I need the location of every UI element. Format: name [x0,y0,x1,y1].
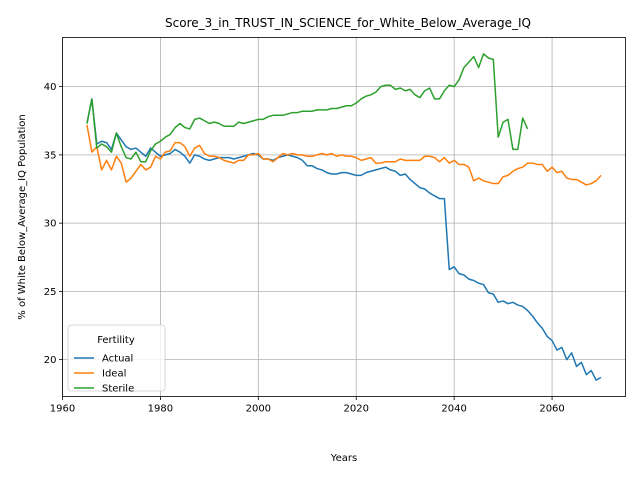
x-tick-label: 1960 [50,404,75,415]
y-axis-label: % of White Below_Average_IQ Population [17,114,28,319]
legend-label-sterile: Sterile [102,384,134,395]
plot-frame [62,37,626,397]
x-tick-label: 2000 [246,404,271,415]
x-tick-label: 2020 [344,404,369,415]
legend-title: Fertility [97,335,135,346]
ticks-layer: 1960 1980 2000 2020 2040 2060 20 25 30 35 40 [44,82,565,414]
series-line-actual [86,98,602,381]
legend-box [67,324,166,392]
x-axis-label: Years [330,453,357,464]
chart-title: Score_3_in_TRUST_IN_SCIENCE_for_White_Be… [165,16,531,30]
x-tick-label: 1980 [148,404,173,415]
legend: Fertility Actual Ideal Sterile [67,324,166,395]
legend-label-actual: Actual [102,354,133,365]
x-tick-label: 2060 [539,404,564,415]
y-tick-label: 30 [44,219,57,230]
series-line-sterile [86,53,529,163]
y-tick-label: 40 [44,82,57,93]
series-layer [86,53,602,381]
series-line-ideal [86,124,602,186]
legend-items: Actual Ideal Sterile [74,354,134,395]
y-tick-label: 35 [44,150,57,161]
y-tick-label: 20 [44,355,57,366]
y-tick-label: 25 [44,287,57,298]
x-tick-label: 2040 [441,404,466,415]
legend-label-ideal: Ideal [102,369,126,380]
